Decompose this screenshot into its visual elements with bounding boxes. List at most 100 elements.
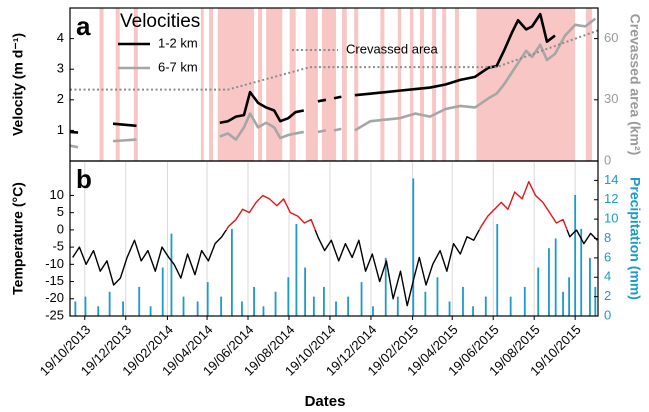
shaded-period: [115, 8, 120, 161]
precipitation-bar: [287, 277, 290, 316]
panel-label: b: [76, 164, 92, 194]
legend-label: 6-7 km: [158, 59, 198, 74]
shaded-period: [476, 8, 576, 161]
shaded-period: [409, 8, 414, 161]
precipitation-bar: [196, 301, 199, 316]
precipitation-bar: [97, 306, 100, 316]
temperature-above-zero: [225, 180, 578, 230]
y-tick-label: -15: [45, 273, 64, 288]
y2-tick-label: 0: [604, 152, 611, 167]
shaded-period: [266, 8, 283, 161]
y-tick-label: -5: [52, 239, 64, 254]
legend-label: 1-2 km: [158, 35, 198, 50]
shaded-period: [321, 8, 337, 161]
precipitation-bar: [149, 306, 152, 316]
precipitation-bar: [484, 296, 487, 316]
y2-tick-label: 12: [604, 191, 618, 206]
y-tick-label: 2: [57, 91, 64, 106]
precipitation-bar: [372, 306, 374, 316]
y2-tick-label: 10: [604, 211, 618, 226]
precipitation-bar: [84, 296, 87, 316]
precipitation-bar: [122, 301, 124, 316]
precipitation-bar: [295, 223, 298, 316]
temperature-line-above-zero: [225, 180, 578, 230]
precipitation-bar: [594, 286, 597, 316]
y2-tick-label: 30: [604, 91, 618, 106]
precipitation-bar: [253, 286, 255, 316]
y-tick-label: 3: [57, 61, 64, 76]
shaded-period: [305, 8, 318, 161]
shaded-period: [133, 8, 138, 161]
y2-tick-label: 60: [604, 30, 618, 45]
precipitation-bar: [548, 248, 550, 316]
precipitation-bar: [462, 286, 464, 316]
y-tick-label: -20: [45, 290, 64, 305]
precipitation-bar: [74, 301, 77, 316]
y2-tick-label: 6: [604, 249, 611, 264]
y2-tick-label: 8: [604, 230, 611, 245]
precipitation-bar: [108, 291, 111, 316]
shaded-period: [209, 8, 214, 161]
y-tick-label: 0: [57, 221, 64, 236]
y2-tick-label: 2: [604, 288, 611, 303]
y-tick-label: 10: [50, 187, 64, 202]
precipitation-bar: [396, 296, 399, 316]
x-axis-title: Dates: [305, 393, 346, 410]
precipitation-bar: [448, 301, 451, 316]
shaded-period: [585, 8, 592, 161]
shaded-period: [258, 8, 263, 161]
temperature-line: [72, 229, 598, 307]
y2-tick-label: 4: [604, 269, 611, 284]
shaded-period: [380, 8, 385, 161]
precipitation-bar: [304, 267, 307, 316]
y-tick-label: 1: [57, 122, 64, 137]
shaded-period: [342, 8, 347, 161]
precipitation-bar: [360, 282, 363, 316]
precipitation-bar: [537, 267, 540, 316]
precipitation-bar: [335, 301, 337, 316]
y2-tick-label: 0: [604, 307, 611, 322]
precipitation-bar: [412, 178, 415, 316]
precipitation-bar: [472, 306, 474, 316]
legend-title: Velocities: [120, 11, 200, 32]
y-axis-title: Temperature (°C): [10, 182, 26, 295]
precipitation-bar: [574, 194, 577, 316]
y-tick-label: -25: [45, 307, 64, 322]
series-line: [70, 17, 597, 149]
precipitation-bar: [589, 257, 591, 316]
precipitation-bar: [436, 277, 439, 316]
legend-label: Crevassed area: [346, 41, 439, 56]
precipitation-bar: [347, 296, 350, 316]
precipitation-bar: [323, 286, 325, 316]
precipitation-bar: [496, 223, 499, 316]
plot-area: [70, 8, 598, 161]
y2-axis-title: Precipitation (mm): [627, 177, 643, 300]
precipitation-bar: [182, 296, 185, 316]
temperature-below-zero: [72, 229, 598, 307]
series-line: [70, 29, 598, 91]
y-tick-label: -10: [45, 256, 64, 271]
precipitation-bar: [509, 296, 512, 316]
y-tick-label: 4: [57, 30, 64, 45]
precipitation-bar: [580, 228, 583, 316]
precipitation-bar: [230, 228, 233, 316]
y-axis-title: Velocity (m d⁻¹): [10, 33, 26, 136]
shaded-period: [289, 8, 296, 161]
precipitation-bar: [274, 291, 277, 316]
precipitation-bar: [523, 286, 526, 316]
precipitation-bar: [562, 291, 564, 316]
precipitation-bar: [262, 306, 265, 316]
precipitation-bar: [161, 267, 164, 316]
shaded-period: [432, 8, 437, 161]
panel-frame: [69, 160, 599, 317]
panel-label: a: [76, 11, 91, 41]
precipitation-bar: [138, 286, 141, 316]
shaded-period: [99, 8, 104, 161]
plot-area: [72, 161, 598, 316]
y-tick-label: 5: [57, 204, 64, 219]
precipitation-bar: [220, 296, 223, 316]
precipitation-bar: [554, 238, 557, 316]
series-line: [70, 12, 556, 134]
